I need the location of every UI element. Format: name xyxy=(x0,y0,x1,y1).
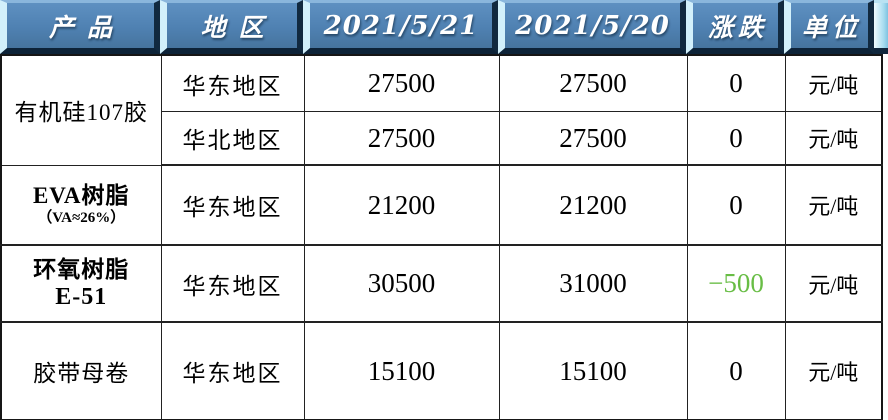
header-right-bevel-cap xyxy=(874,0,888,54)
unit-cell: 元/吨 xyxy=(784,244,883,323)
product-note: （VA≈26%） xyxy=(37,209,126,226)
price-cell-0520: 27500 xyxy=(498,54,688,112)
header-unit-button[interactable]: 单位 xyxy=(784,0,874,54)
header-change-button[interactable]: 涨跌 xyxy=(686,0,784,54)
price-cell-0521: 15100 xyxy=(303,321,500,420)
price-cell-0521: 30500 xyxy=(303,244,500,323)
change-cell-negative: −500 xyxy=(686,244,786,323)
product-cell: 环氧树脂 E-51 xyxy=(0,244,162,323)
product-cell: 胶带母卷 xyxy=(0,321,162,420)
change-cell: 0 xyxy=(686,54,786,112)
region-cell: 华北地区 xyxy=(160,111,305,166)
header-product-button[interactable]: 产品 xyxy=(0,0,160,54)
unit-cell: 元/吨 xyxy=(784,54,883,112)
product-cell: EVA树脂 （VA≈26%） xyxy=(0,164,162,246)
product-grade: E-51 xyxy=(55,283,108,310)
change-cell: 0 xyxy=(686,111,786,166)
change-cell: 0 xyxy=(686,164,786,246)
product-name: 环氧树脂 xyxy=(33,256,130,282)
unit-cell: 元/吨 xyxy=(784,111,883,166)
price-cell-0521: 27500 xyxy=(303,54,500,112)
region-cell: 华东地区 xyxy=(160,164,305,246)
table-header-row: 产品 地区 2021/5/21 2021/5/20 涨跌 单位 xyxy=(0,0,888,54)
header-region-label: 地区 xyxy=(200,14,277,42)
price-table-body: 有机硅107胶 华东地区 27500 27500 0 元/吨 华北地区 2750… xyxy=(0,54,883,420)
unit-cell: 元/吨 xyxy=(784,164,883,246)
product-name: EVA树脂 xyxy=(32,183,130,209)
unit-cell: 元/吨 xyxy=(784,321,883,420)
table-row: 胶带母卷 华东地区 15100 15100 0 元/吨 xyxy=(0,321,883,420)
region-cell: 华东地区 xyxy=(160,321,305,420)
price-cell-0521: 21200 xyxy=(303,164,500,246)
header-product-label: 产品 xyxy=(48,14,125,42)
region-cell: 华东地区 xyxy=(160,244,305,323)
header-date-0520-button[interactable]: 2021/5/20 xyxy=(498,0,686,54)
price-cell-0520: 21200 xyxy=(498,164,688,246)
product-cell: 有机硅107胶 xyxy=(0,54,162,166)
header-region-button[interactable]: 地区 xyxy=(160,0,303,54)
header-date-0520-label: 2021/5/20 xyxy=(515,10,670,41)
header-date-0521-label: 2021/5/21 xyxy=(323,10,479,41)
table-row: 有机硅107胶 华东地区 27500 27500 0 元/吨 xyxy=(0,54,883,166)
price-cell-0520: 15100 xyxy=(498,321,688,420)
change-cell: 0 xyxy=(686,321,786,420)
header-change-label: 涨跌 xyxy=(707,14,768,42)
table-row: 环氧树脂 E-51 华东地区 30500 31000 −500 元/吨 xyxy=(0,244,883,323)
price-cell-0520: 31000 xyxy=(498,244,688,323)
header-date-0521-button[interactable]: 2021/5/21 xyxy=(303,0,498,54)
price-cell-0521: 27500 xyxy=(303,111,500,166)
header-unit-label: 单位 xyxy=(801,14,862,42)
table-row: EVA树脂 （VA≈26%） 华东地区 21200 21200 0 元/吨 xyxy=(0,164,883,246)
region-cell: 华东地区 xyxy=(160,54,305,112)
table-row: 华北地区 27500 27500 0 元/吨 xyxy=(1,111,883,166)
price-cell-0520: 27500 xyxy=(498,111,688,166)
